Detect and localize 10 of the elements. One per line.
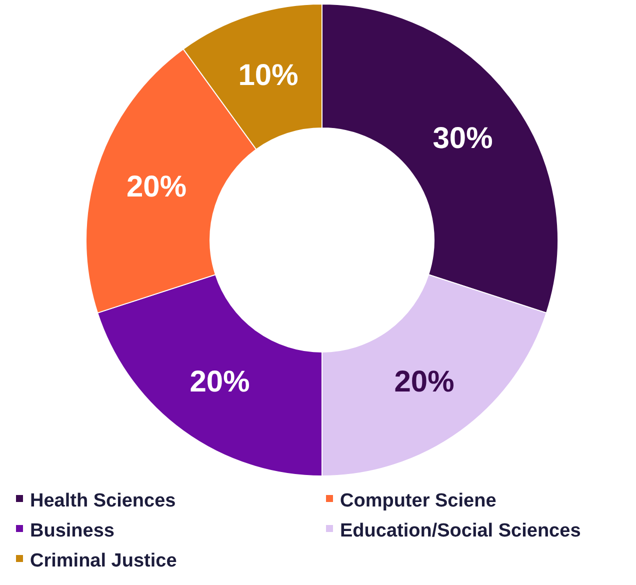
- data-label: 20%: [126, 170, 187, 204]
- data-label: 20%: [190, 365, 250, 398]
- data-label: 20%: [394, 365, 454, 398]
- data-label: 30%: [432, 122, 493, 156]
- legend-label: Health Sciences: [30, 490, 176, 512]
- legend-label: Business: [30, 520, 114, 542]
- legend-label: Criminal Justice: [30, 550, 177, 572]
- legend-label: Education/Social Sciences: [340, 520, 581, 542]
- data-label: 10%: [238, 59, 298, 92]
- legend-label: Computer Sciene: [340, 490, 496, 512]
